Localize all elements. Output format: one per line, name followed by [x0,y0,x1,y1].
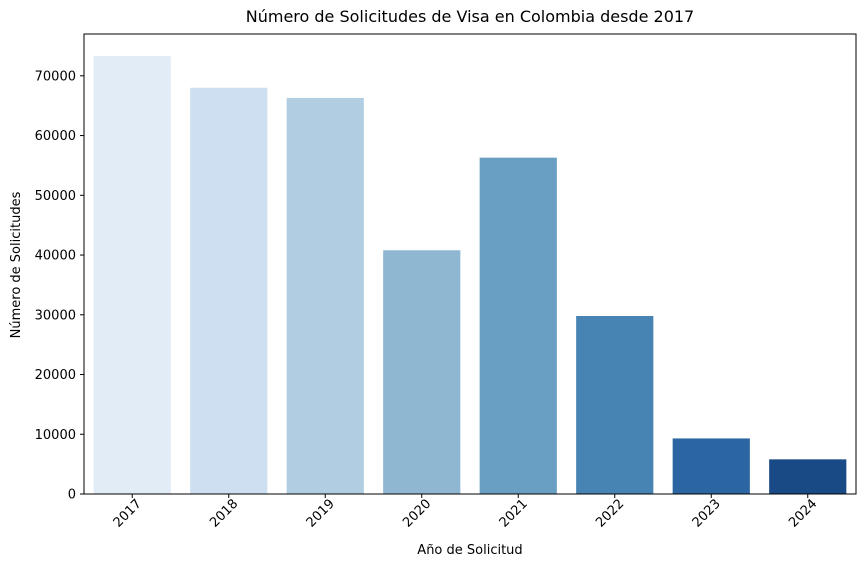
x-tick-label: 2021 [497,497,531,531]
y-tick-label: 60000 [35,129,76,144]
bar-2020 [383,250,461,494]
x-tick-label: 2022 [593,497,627,531]
x-tick-label: 2023 [690,497,724,531]
bar-2024 [769,459,847,494]
bars-group [93,56,847,495]
y-tick-label: 20000 [35,368,76,383]
y-tick-label: 50000 [35,189,76,204]
x-tick-label: 2017 [111,497,145,531]
y-tick-label: 0 [68,488,76,503]
x-axis: 2017 2018 2019 2020 2021 2022 2023 2024 [111,494,820,531]
y-axis-label: Número de Solicitudes [9,191,24,338]
y-axis: 0 10000 20000 30000 40000 50000 60000 70000 [35,69,84,503]
y-tick-label: 70000 [35,69,76,84]
plot-frame [83,33,857,495]
bar-2023 [672,438,750,494]
bar-2022 [576,315,654,494]
x-axis-label: Año de Solicitud [417,543,522,558]
x-tick-label: 2019 [304,497,338,531]
x-tick-label: 2018 [207,497,241,531]
bar-2021 [479,157,557,494]
x-tick-label: 2020 [400,497,434,531]
bar-2018 [190,87,268,494]
chart-title: Número de Solicitudes de Visa en Colombi… [246,7,694,26]
y-tick-label: 30000 [35,308,76,323]
bar-2017 [93,56,171,495]
bar-2019 [286,97,364,494]
x-tick-label: 2024 [786,497,820,531]
y-tick-label: 10000 [35,428,76,443]
y-tick-label: 40000 [35,249,76,264]
